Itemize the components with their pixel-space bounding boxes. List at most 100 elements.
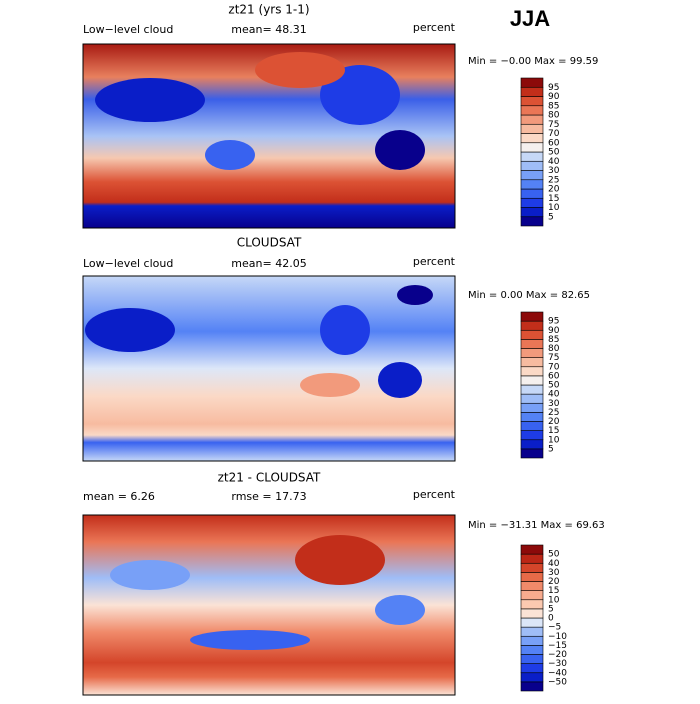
colorbar-label: 10: [548, 595, 560, 605]
colorbar-label: 30: [548, 166, 560, 176]
panel-units: percent: [413, 21, 456, 34]
map-blob: [397, 285, 433, 305]
colorbar-label: 80: [548, 111, 560, 121]
colorbar-box: [520, 608, 544, 619]
map-blob: [255, 52, 345, 88]
colorbar-label: −15: [548, 641, 567, 651]
map: [82, 275, 456, 462]
map-blob: [95, 78, 205, 122]
map-frame: [82, 275, 456, 462]
colorbar-label: 10: [548, 203, 560, 213]
panel-title: zt21 (yrs 1-1): [228, 3, 309, 17]
colorbar-label: −40: [548, 668, 567, 678]
min-max: Min = −0.00 Max = 99.59: [468, 56, 598, 67]
colorbar-box: [520, 329, 544, 340]
colorbar-label: 20: [548, 185, 560, 195]
colorbar-box: [520, 430, 544, 441]
colorbar-box: [520, 339, 544, 349]
colorbar-box: [520, 562, 544, 573]
map-blob: [378, 362, 422, 398]
colorbar-box: [520, 439, 544, 450]
colorbar-box: [520, 384, 544, 395]
colorbar-label: 60: [548, 138, 560, 148]
colorbar-box: [520, 123, 544, 134]
colorbar-box: [520, 114, 544, 125]
colorbar-box: [520, 357, 544, 368]
colorbar-label: 15: [548, 586, 559, 596]
colorbar-label: 70: [548, 129, 560, 139]
panel-units: percent: [413, 255, 456, 268]
panel-center-label: rmse = 17.73: [231, 490, 306, 503]
colorbar-box: [520, 402, 544, 413]
colorbar-box: [520, 681, 544, 692]
colorbar-label: 75: [548, 353, 559, 363]
colorbar-box: [520, 179, 544, 190]
season-title: JJA: [510, 6, 550, 31]
colorbar-box: [520, 77, 544, 88]
colorbar-box: [520, 599, 544, 610]
colorbar-box: [520, 672, 544, 683]
map-frame: [82, 43, 456, 229]
colorbar-box: [520, 207, 544, 218]
colorbar-label: 75: [548, 120, 559, 130]
colorbar-label: −20: [548, 650, 567, 660]
colorbar-label: 5: [548, 212, 554, 222]
colorbar-label: 15: [548, 194, 559, 204]
colorbar-box: [520, 581, 544, 591]
colorbar-label: 95: [548, 317, 559, 327]
colorbar-label: 30: [548, 568, 560, 578]
colorbar-box: [520, 654, 544, 664]
colorbar-box: [520, 170, 544, 181]
colorbar-label: 60: [548, 371, 560, 381]
min-max: Min = 0.00 Max = 82.65: [468, 290, 590, 301]
colorbar-label: 10: [548, 435, 560, 445]
colorbar-box: [520, 645, 544, 655]
colorbar-box: [520, 366, 544, 377]
panel-title: zt21 - CLOUDSAT: [218, 471, 321, 485]
colorbar-box: [520, 412, 544, 422]
colorbar-box: [520, 393, 544, 404]
colorbar-box: [520, 311, 544, 322]
colorbar-box: [520, 572, 544, 582]
colorbar-box: [520, 663, 544, 674]
colorbar-label: 90: [548, 326, 560, 336]
colorbar-label: 20: [548, 417, 560, 427]
colorbar-label: 15: [548, 426, 559, 436]
map-blob: [300, 373, 360, 397]
colorbar-label: 5: [548, 444, 554, 454]
colorbar-label: 50: [548, 381, 560, 391]
colorbar-box: [520, 133, 544, 144]
colorbar-box: [520, 553, 544, 564]
colorbar-box: [520, 448, 544, 459]
colorbar-label: 0: [548, 614, 554, 624]
panel-left-label: Low−level cloud: [83, 257, 173, 270]
map-blob: [110, 560, 190, 590]
map-blob: [295, 535, 385, 585]
colorbar-box: [520, 617, 544, 628]
panel-left-label: mean = 6.26: [83, 490, 155, 503]
colorbar-label: −30: [548, 659, 567, 669]
colorbar-box: [520, 197, 544, 208]
map: [82, 43, 456, 229]
map-blob: [205, 140, 255, 170]
colorbar-label: 40: [548, 559, 560, 569]
colorbar-label: 85: [548, 335, 559, 345]
colorbar-box: [520, 142, 544, 153]
colorbar-label: 50: [548, 550, 560, 560]
colorbar-box: [520, 216, 544, 227]
colorbar-box: [520, 626, 544, 637]
colorbar-box: [520, 375, 544, 386]
panel-center-label: mean= 42.05: [231, 257, 306, 270]
panel-title: CLOUDSAT: [237, 236, 302, 250]
colorbar-label: 5: [548, 604, 554, 614]
colorbar-box: [520, 96, 544, 107]
colorbar-box: [520, 635, 544, 646]
colorbar-label: 25: [548, 408, 559, 418]
colorbar-box: [520, 590, 544, 601]
colorbar-label: −5: [548, 623, 561, 633]
colorbar-label: 50: [548, 148, 560, 158]
min-max: Min = −31.31 Max = 69.63: [468, 520, 605, 531]
map-blob: [375, 595, 425, 625]
map-frame: [82, 514, 456, 696]
